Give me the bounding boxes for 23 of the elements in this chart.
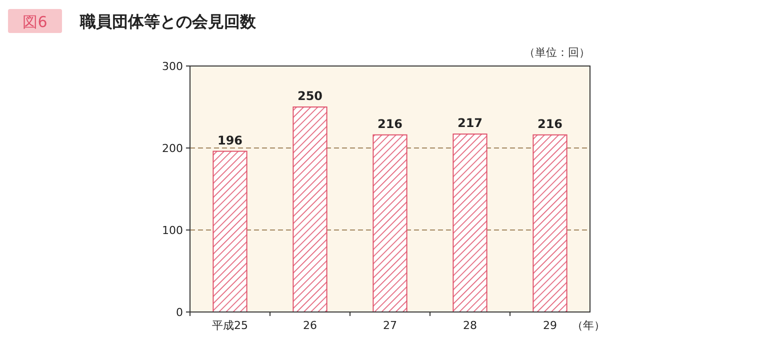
- x-tick-label: 28: [463, 319, 477, 332]
- y-tick-label: 300: [162, 60, 183, 73]
- data-label: 217: [457, 116, 483, 130]
- bar: [532, 134, 568, 312]
- x-tick-label: 29: [543, 319, 557, 332]
- data-label: 196: [217, 133, 243, 148]
- y-tick-label: 0: [176, 306, 183, 319]
- bar: [372, 134, 408, 312]
- x-tick-label: 26: [303, 319, 317, 332]
- x-tick-label: 平成25: [212, 319, 248, 332]
- bar: [212, 150, 248, 312]
- chart-title: 職員団体等との会見回数: [79, 12, 257, 31]
- y-tick-label: 200: [162, 142, 183, 155]
- caption: 図6: [22, 13, 48, 31]
- data-label: 250: [297, 89, 323, 103]
- text: （単位：回）: [524, 46, 590, 59]
- x-axis-title: （年）: [572, 319, 605, 332]
- x-tick-label: 27: [383, 319, 397, 332]
- y-tick-label: 100: [162, 224, 183, 237]
- data-label: 216: [377, 116, 403, 131]
- bar: [452, 134, 488, 312]
- data-label: 216: [537, 116, 563, 131]
- bar: [292, 106, 328, 312]
